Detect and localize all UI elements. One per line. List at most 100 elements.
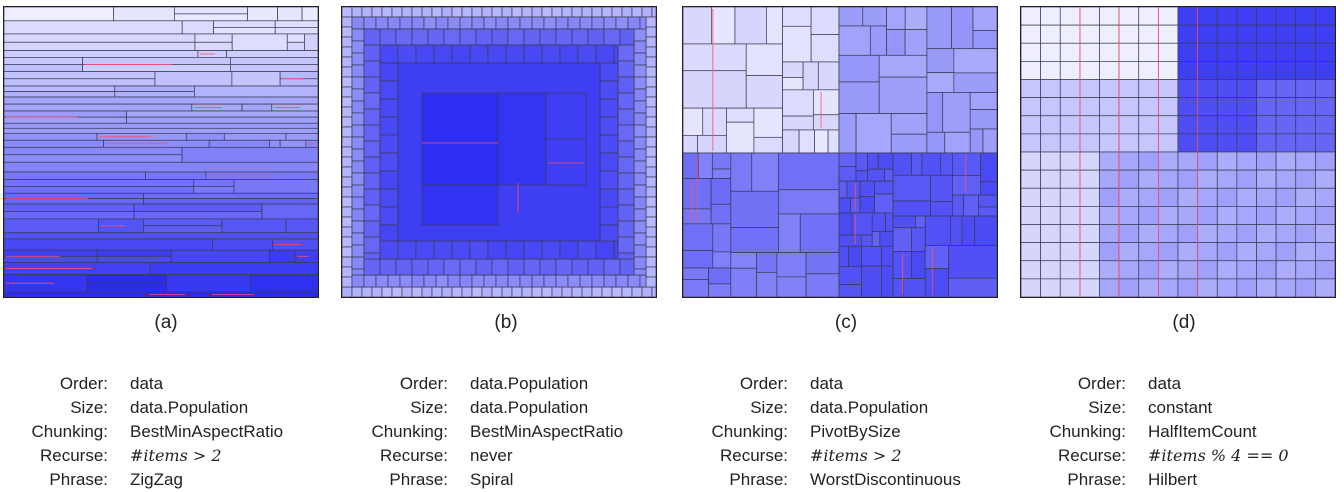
treemap-cell bbox=[1158, 97, 1179, 117]
treemap-cell bbox=[599, 170, 619, 190]
treemap-cell bbox=[1275, 151, 1297, 171]
treemap-cell bbox=[633, 220, 647, 234]
treemap-cell bbox=[1118, 187, 1140, 207]
treemap-cell bbox=[363, 274, 377, 288]
treemap-cell bbox=[827, 129, 840, 154]
treemap-cell bbox=[810, 34, 840, 63]
spec-value: data bbox=[810, 374, 844, 393]
treemap-cell bbox=[645, 116, 656, 128]
treemap-cell bbox=[1315, 97, 1335, 117]
treemap-cell bbox=[861, 245, 882, 267]
treemap-cell bbox=[543, 16, 557, 30]
treemap-cell bbox=[399, 16, 413, 30]
treemap-cell bbox=[491, 28, 509, 46]
panel-d: (d) Order: data Size: constant Chunking: Half… bbox=[1018, 0, 1344, 492]
treemap-cell bbox=[579, 274, 593, 288]
treemap-cell bbox=[1315, 79, 1335, 98]
treemap-cell bbox=[963, 194, 979, 217]
treemap-cell bbox=[495, 16, 509, 30]
treemap-cell bbox=[1099, 115, 1120, 135]
treemap-cell bbox=[1216, 169, 1238, 189]
treemap-cell bbox=[363, 44, 381, 62]
treemap-cell bbox=[1236, 224, 1257, 243]
treemap-cell bbox=[838, 7, 864, 27]
treemap-cell bbox=[443, 258, 461, 276]
treemap-cell bbox=[559, 240, 579, 260]
treemap-cell bbox=[1158, 79, 1179, 98]
spec-d: Order: data Size: constant Chunking: HalfItem… bbox=[1018, 372, 1344, 492]
treemap-cell bbox=[645, 196, 656, 208]
treemap-cell bbox=[375, 274, 389, 288]
treemap-cell bbox=[435, 16, 449, 30]
treemap-cell bbox=[855, 152, 868, 172]
treemap-cell bbox=[1021, 97, 1041, 117]
treemap-cell bbox=[904, 29, 928, 56]
treemap-cell bbox=[1177, 7, 1198, 26]
treemap-cell bbox=[577, 240, 597, 260]
treemap-cell bbox=[166, 274, 251, 293]
treemap-cell bbox=[645, 226, 656, 238]
treemap-cell bbox=[603, 28, 621, 46]
treemap-cell bbox=[149, 262, 318, 275]
treemap-cell bbox=[1197, 42, 1218, 62]
treemap-cell bbox=[342, 66, 353, 78]
treemap-cell bbox=[1059, 115, 1081, 135]
treemap-cell bbox=[247, 7, 278, 22]
treemap-cell bbox=[491, 258, 509, 276]
spec-row: Chunking: HalfItemCount bbox=[1018, 420, 1344, 444]
treemap-cell bbox=[603, 16, 617, 30]
treemap-cell bbox=[351, 286, 363, 297]
treemap-cell bbox=[617, 236, 635, 254]
treemap-cell bbox=[459, 258, 477, 276]
treemap-cell bbox=[838, 54, 880, 83]
treemap-cell bbox=[591, 16, 605, 30]
treemap-cell bbox=[411, 28, 429, 46]
treemap-cell bbox=[766, 7, 783, 45]
treemap-cell bbox=[890, 133, 928, 154]
treemap-cell bbox=[1158, 133, 1179, 153]
treemap-cell bbox=[86, 282, 167, 293]
treemap-cell bbox=[617, 60, 635, 78]
treemap-cell bbox=[591, 7, 603, 18]
treemap-cell bbox=[1256, 7, 1277, 26]
treemap-cell bbox=[1158, 42, 1179, 62]
treemap-cell bbox=[1256, 97, 1277, 117]
treemap-cell bbox=[892, 174, 931, 202]
treemap-cell bbox=[645, 236, 656, 248]
treemap-cell bbox=[4, 171, 146, 180]
treemap-cell bbox=[96, 255, 172, 263]
treemap-cell bbox=[1118, 206, 1140, 225]
treemap-cell bbox=[1236, 151, 1257, 171]
treemap-cell bbox=[213, 20, 276, 28]
treemap-cell bbox=[1256, 224, 1277, 243]
treemap-cell bbox=[342, 116, 353, 128]
treemap-cell bbox=[481, 286, 493, 297]
treemap-cell bbox=[1197, 61, 1218, 80]
treemap-cell bbox=[154, 71, 233, 87]
treemap-cell bbox=[613, 44, 619, 64]
treemap-cell bbox=[351, 244, 365, 258]
treemap-cell bbox=[633, 112, 647, 126]
treemap-cell bbox=[1079, 278, 1100, 297]
spec-key: Order: bbox=[739, 374, 788, 393]
treemap-cell bbox=[1275, 224, 1297, 243]
treemap-cell bbox=[1216, 278, 1238, 297]
treemap-cell bbox=[433, 44, 453, 64]
treemap-cell bbox=[838, 180, 848, 199]
treemap-cell bbox=[645, 26, 656, 38]
treemap-cell bbox=[581, 286, 593, 297]
treemap-cell bbox=[4, 78, 156, 87]
treemap-cell bbox=[645, 136, 656, 148]
treemap-cell bbox=[233, 179, 318, 194]
treemap-cell bbox=[1216, 61, 1238, 80]
treemap-cell bbox=[541, 7, 553, 18]
treemap-cell bbox=[1138, 7, 1159, 26]
treemap-cell bbox=[461, 286, 473, 297]
treemap-cell bbox=[1021, 115, 1041, 135]
treemap-cell bbox=[890, 113, 928, 135]
treemap-cell bbox=[805, 252, 840, 275]
treemap-cell bbox=[1177, 97, 1198, 117]
treemap-cell bbox=[645, 266, 656, 278]
treemap-cell bbox=[4, 161, 318, 173]
treemap-cell bbox=[185, 132, 225, 141]
